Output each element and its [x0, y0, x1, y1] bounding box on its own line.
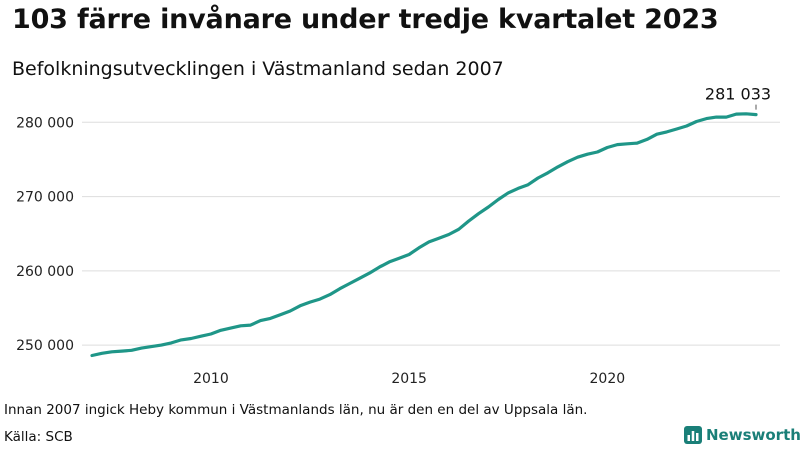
brand-logo: Newsworthy — [684, 426, 800, 444]
y-axis-tick-labels: 250 000 260 000 270 000 280 000 — [16, 115, 74, 354]
x-tick-label: 2015 — [391, 371, 427, 387]
footnote: Innan 2007 ingick Heby kommun i Västmanl… — [4, 402, 588, 418]
x-tick-label: 2020 — [590, 371, 626, 387]
x-axis-tick-labels: 2010 2015 2020 — [193, 371, 625, 387]
gridlines — [82, 121, 780, 346]
chart-title: 103 färre invånare under tredje kvartale… — [12, 4, 719, 35]
chart-subtitle: Befolkningsutvecklingen i Västmanland se… — [12, 58, 504, 80]
source-label: Källa: SCB — [4, 429, 73, 445]
newsworthy-logo-icon — [684, 426, 702, 444]
y-tick-label: 270 000 — [16, 190, 74, 206]
y-tick-label: 250 000 — [16, 338, 74, 354]
brand-name: Newsworthy — [706, 426, 800, 444]
line-chart: 250 000 260 000 270 000 280 000 2010 2015 202… — [16, 85, 780, 387]
y-tick-label: 260 000 — [16, 264, 74, 280]
last-value-label: 281 033 — [705, 85, 771, 104]
population-series-line — [90, 112, 758, 358]
y-tick-label: 280 000 — [16, 115, 74, 131]
x-tick-label: 2010 — [193, 371, 229, 387]
